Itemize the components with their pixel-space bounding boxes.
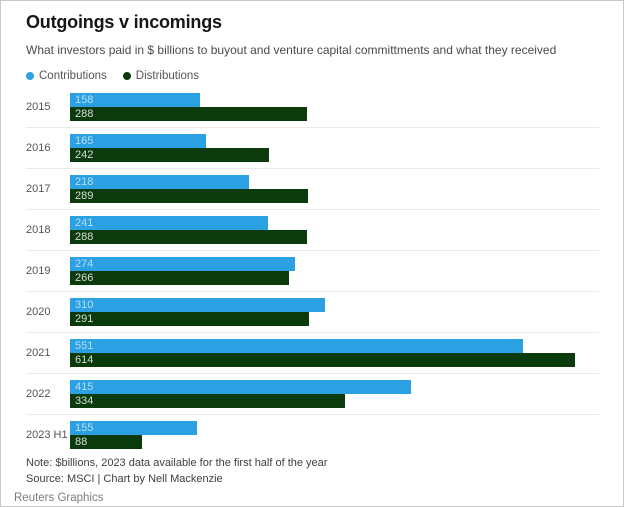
note-line: Note: $billions, 2023 data available for… xyxy=(26,457,328,469)
distributions-bar: 614 xyxy=(70,353,575,367)
chart-row-2016: 2016 165 242 xyxy=(26,128,599,169)
legend-dot-contributions xyxy=(26,72,34,80)
bar-pair: 241 288 xyxy=(70,216,599,244)
year-label: 2017 xyxy=(26,183,51,195)
contributions-bar: 415 xyxy=(70,380,411,394)
chart-row-2023-h1: 2023 H1 155 88 xyxy=(26,415,599,455)
distributions-bar: 288 xyxy=(70,107,307,121)
distributions-bar: 88 xyxy=(70,435,142,449)
page-title: Outgoings v incomings xyxy=(26,12,222,32)
year-label: 2018 xyxy=(26,224,51,236)
bar-pair: 415 334 xyxy=(70,380,599,408)
bar-chart: 2015 158 288 2016 165 242 2017 218 289 2018 241 288… xyxy=(26,87,599,455)
contributions-bar: 158 xyxy=(70,93,200,107)
legend-label: Distributions xyxy=(135,70,200,82)
year-label: 2023 H1 xyxy=(26,429,68,441)
contributions-bar: 274 xyxy=(70,257,295,271)
chart-notes: Note: $billions, 2023 data available for… xyxy=(26,456,599,487)
chart-content: Outgoings v incomings What investors pai… xyxy=(1,1,623,487)
source-line: Source: MSCI | Chart by Nell Mackenzie xyxy=(26,472,223,485)
year-label: 2015 xyxy=(26,101,51,113)
chart-row-2015: 2015 158 288 xyxy=(26,87,599,128)
contributions-bar: 310 xyxy=(70,298,325,312)
bar-pair: 155 88 xyxy=(70,421,599,449)
chart-row-2020: 2020 310 291 xyxy=(26,292,599,333)
contributions-bar: 241 xyxy=(70,216,268,230)
distributions-bar: 288 xyxy=(70,230,307,244)
chart-row-2019: 2019 274 266 xyxy=(26,251,599,292)
legend-dot-distributions xyxy=(122,72,131,80)
bar-pair: 165 242 xyxy=(70,134,599,162)
bar-pair: 158 288 xyxy=(70,93,599,121)
year-label: 2020 xyxy=(26,306,51,318)
year-label: 2019 xyxy=(26,265,51,277)
chart-subtitle: What investors paid in $ billions to buy… xyxy=(26,43,557,57)
distributions-bar: 291 xyxy=(70,312,309,326)
legend-label: Contributions xyxy=(39,70,107,82)
distributions-bar: 266 xyxy=(70,271,289,285)
bar-pair: 274 266 xyxy=(70,257,599,285)
contributions-bar: 218 xyxy=(70,175,249,189)
contributions-bar: 165 xyxy=(70,134,206,148)
chart-row-2022: 2022 415 334 xyxy=(26,374,599,415)
chart-row-2017: 2017 218 289 xyxy=(26,169,599,210)
legend-item-contributions: Contributions xyxy=(26,70,107,82)
chart-legend: Contributions Distributions xyxy=(26,70,599,82)
contributions-bar: 155 xyxy=(70,421,197,435)
chart-row-2021: 2021 551 614 xyxy=(26,333,599,374)
contributions-bar: 551 xyxy=(70,339,523,353)
bar-pair: 551 614 xyxy=(70,339,599,367)
distributions-bar: 334 xyxy=(70,394,345,408)
bar-pair: 218 289 xyxy=(70,175,599,203)
legend-item-distributions: Distributions xyxy=(122,70,200,82)
reuters-graphics-credit: Reuters Graphics xyxy=(14,492,104,504)
year-label: 2021 xyxy=(26,347,51,359)
distributions-bar: 242 xyxy=(70,148,269,162)
year-label: 2016 xyxy=(26,142,51,154)
year-label: 2022 xyxy=(26,388,51,400)
distributions-bar: 289 xyxy=(70,189,308,203)
bar-pair: 310 291 xyxy=(70,298,599,326)
chart-row-2018: 2018 241 288 xyxy=(26,210,599,251)
